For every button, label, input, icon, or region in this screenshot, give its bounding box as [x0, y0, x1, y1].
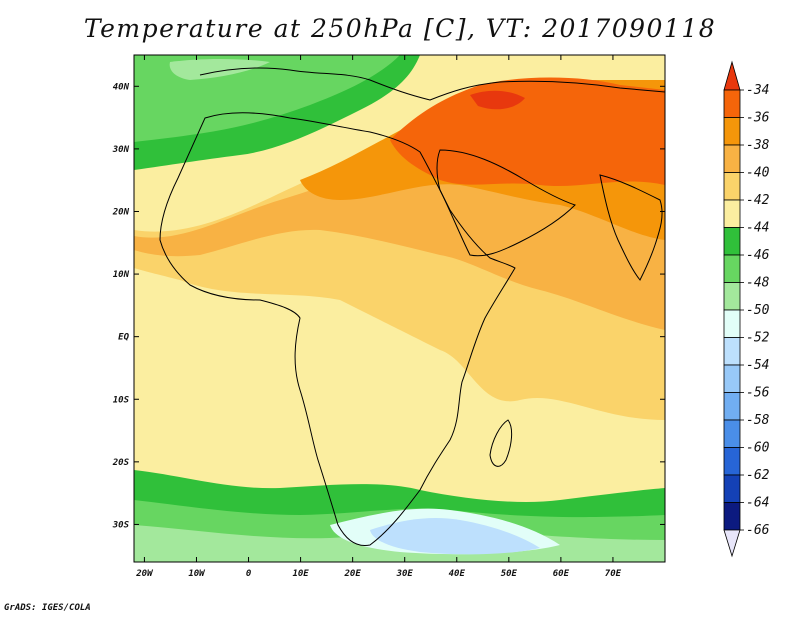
- europe-coastline: [199, 67, 665, 101]
- colorbar-box: [723, 282, 741, 311]
- colorbar-label: -50: [746, 303, 770, 318]
- lon-tick-label: 20E: [344, 569, 362, 579]
- lon-tick-label: 60E: [553, 569, 570, 579]
- lat-tick-label: 30S: [112, 520, 130, 530]
- colorbar-label: -56: [746, 386, 770, 401]
- field-north-50: [169, 59, 270, 80]
- map-frame: [133, 54, 666, 563]
- colorbar: -34 -36 -38 -40 -42 -44 -46 -48 -50 -52 -54 -56 -58 -…: [723, 60, 770, 558]
- colorbar-box: [723, 474, 741, 503]
- colorbar-label: -36: [746, 111, 770, 126]
- lon-tick-label: 10E: [292, 569, 309, 579]
- colorbar-label: -60: [746, 441, 770, 456]
- field-band-36: [390, 77, 665, 187]
- lon-tick-label: 10W: [188, 569, 206, 579]
- colorbar-box: [723, 117, 741, 146]
- axis-ticks: 40N 30N 20N 10N EQ 10S 20S 30S 20W 10W 0 10E 20E 30E 4…: [112, 55, 665, 579]
- temperature-field: [134, 55, 665, 562]
- colorbar-label: -58: [746, 413, 770, 428]
- lat-tick-label: 40N: [113, 82, 130, 92]
- grads-credit: GrADS: IGES/COLA: [4, 603, 91, 613]
- colorbar-box: [723, 172, 741, 201]
- lat-tick-label: 10N: [113, 270, 130, 280]
- colorbar-label: -42: [746, 193, 770, 208]
- lon-tick-label: 30E: [396, 569, 414, 579]
- colorbar-box: [723, 502, 741, 531]
- colorbar-label: -34: [746, 83, 769, 98]
- lat-tick-label: 30N: [112, 145, 130, 155]
- colorbar-box: [723, 144, 741, 173]
- map-title: Temperature at 250hPa [C], VT: 201709011…: [83, 14, 717, 43]
- lon-tick-label: 20W: [135, 569, 154, 579]
- coastlines: [159, 67, 665, 547]
- colorbar-label: -44: [746, 221, 769, 236]
- colorbar-label: -48: [746, 276, 770, 291]
- africa-coastline: [159, 112, 516, 547]
- india-coastline: [599, 174, 663, 281]
- colorbar-box: [723, 419, 741, 448]
- colorbar-box: [723, 89, 741, 118]
- lat-tick-label: 10S: [113, 395, 130, 405]
- lat-tick-label: EQ: [118, 333, 129, 343]
- colorbar-label: -38: [746, 138, 770, 153]
- colorbar-box: [723, 337, 741, 366]
- lat-tick-label: 20S: [112, 458, 130, 468]
- colorbar-box: [723, 254, 741, 283]
- madagascar-coastline: [489, 419, 513, 467]
- colorbar-arrow-top: [723, 60, 741, 91]
- colorbar-label: -62: [746, 468, 770, 483]
- field-south-54: [370, 518, 540, 555]
- colorbar-arrow-bottom: [723, 529, 741, 558]
- lon-tick-label: 50E: [501, 569, 518, 579]
- colorbar-label: -40: [746, 166, 770, 181]
- lon-tick-label: 70E: [605, 569, 622, 579]
- lat-tick-label: 20N: [112, 207, 130, 217]
- field-core-34: [470, 90, 525, 110]
- colorbar-label: -66: [746, 523, 770, 538]
- colorbar-label: -54: [746, 358, 769, 373]
- lon-tick-label: 0: [246, 569, 252, 579]
- colorbar-label: -46: [746, 248, 770, 263]
- colorbar-box: [723, 199, 741, 228]
- lon-tick-label: 40E: [449, 569, 466, 579]
- colorbar-box: [723, 309, 741, 338]
- colorbar-label: -52: [746, 331, 770, 346]
- colorbar-label: -64: [746, 496, 769, 511]
- colorbar-box: [723, 227, 741, 256]
- colorbar-box: [723, 447, 741, 476]
- colorbar-box: [723, 364, 741, 393]
- arabia-coastline: [436, 149, 576, 257]
- colorbar-box: [723, 392, 741, 421]
